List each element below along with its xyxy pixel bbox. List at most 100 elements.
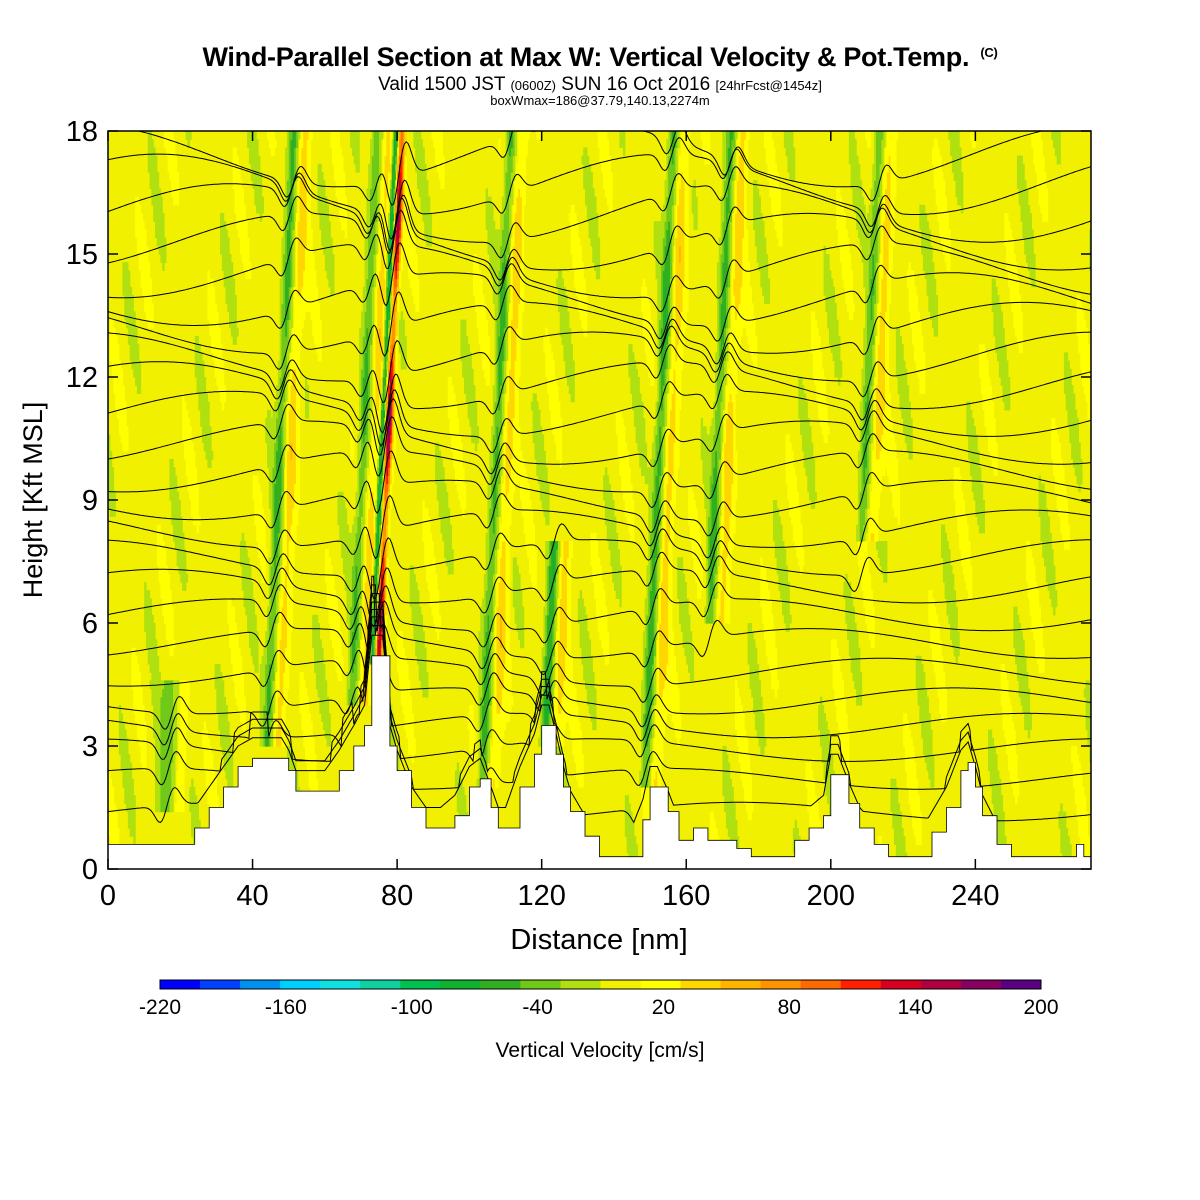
velocity-cell bbox=[1087, 680, 1090, 747]
velocity-cell bbox=[538, 409, 541, 485]
velocity-cell bbox=[386, 254, 389, 271]
velocity-cell bbox=[644, 787, 648, 837]
velocity-cell bbox=[395, 196, 398, 206]
velocity-cell bbox=[995, 442, 998, 476]
velocity-cell bbox=[290, 139, 293, 222]
velocity-cell bbox=[1000, 795, 1004, 862]
velocity-cell bbox=[729, 172, 733, 222]
velocity-cell bbox=[294, 180, 297, 222]
velocity-cell bbox=[671, 327, 675, 394]
velocity-cell bbox=[389, 352, 393, 362]
velocity-cell bbox=[485, 188, 489, 230]
velocity-cell bbox=[870, 188, 873, 230]
velocity-cell bbox=[371, 491, 375, 550]
velocity-cell bbox=[662, 237, 666, 271]
velocity-cell bbox=[700, 418, 704, 460]
velocity-cell bbox=[735, 450, 738, 501]
velocity-cell bbox=[839, 360, 843, 378]
velocity-cell bbox=[438, 131, 442, 181]
velocity-cell bbox=[650, 459, 653, 534]
velocity-cell bbox=[886, 131, 890, 173]
velocity-cell bbox=[494, 229, 498, 403]
velocity-cell bbox=[482, 295, 485, 370]
velocity-cell bbox=[286, 344, 290, 378]
subtitle-date: SUN 16 Oct 2016 bbox=[561, 74, 711, 95]
velocity-cell bbox=[1033, 565, 1036, 640]
velocity-cell bbox=[668, 155, 671, 222]
velocity-cell bbox=[856, 524, 859, 542]
velocity-cell bbox=[182, 532, 185, 591]
velocity-cell bbox=[503, 360, 507, 394]
velocity-cell bbox=[1054, 590, 1058, 608]
theta-contour-line bbox=[108, 601, 1091, 730]
velocity-cell bbox=[843, 696, 846, 763]
velocity-cell bbox=[848, 254, 852, 321]
velocity-cell bbox=[601, 131, 604, 173]
velocity-cell bbox=[870, 278, 873, 321]
velocity-cell bbox=[679, 245, 682, 263]
velocity-cell bbox=[1081, 787, 1085, 862]
velocity-cell bbox=[982, 500, 985, 534]
velocity-cell bbox=[398, 631, 402, 690]
velocity-cell bbox=[1007, 377, 1011, 411]
velocity-cell bbox=[323, 664, 326, 731]
velocity-cell bbox=[791, 450, 794, 526]
velocity-cell bbox=[724, 180, 727, 230]
velocity-cell bbox=[1089, 229, 1091, 271]
velocity-cell bbox=[561, 278, 564, 345]
velocity-cell bbox=[398, 262, 402, 271]
velocity-cell bbox=[868, 442, 872, 485]
velocity-cell bbox=[861, 541, 864, 591]
velocity-cell bbox=[671, 393, 675, 476]
velocity-cell bbox=[1027, 541, 1031, 599]
velocity-cell bbox=[158, 188, 162, 255]
velocity-cell bbox=[753, 639, 756, 714]
velocity-cell bbox=[389, 459, 393, 468]
velocity-cell bbox=[673, 147, 676, 181]
velocity-cell bbox=[659, 319, 662, 427]
velocity-cell bbox=[232, 147, 236, 189]
velocity-cell bbox=[725, 385, 729, 419]
velocity-cell bbox=[662, 426, 666, 468]
velocity-cell bbox=[384, 155, 387, 222]
velocity-cell bbox=[877, 303, 881, 345]
velocity-cell bbox=[545, 467, 548, 526]
velocity-cell bbox=[950, 131, 953, 157]
theta-contour-line bbox=[108, 373, 1091, 453]
velocity-cell bbox=[523, 131, 527, 206]
velocity-cell bbox=[386, 508, 389, 526]
velocity-cell bbox=[552, 655, 555, 698]
velocity-cell bbox=[758, 196, 761, 271]
velocity-cell bbox=[404, 336, 407, 370]
velocity-cell bbox=[388, 286, 391, 312]
velocity-cell bbox=[124, 401, 127, 452]
velocity-cell bbox=[169, 590, 172, 657]
velocity-cell bbox=[281, 491, 284, 534]
velocity-cell bbox=[388, 327, 391, 337]
velocity-cell bbox=[624, 442, 628, 517]
velocity-cell bbox=[277, 434, 281, 534]
velocity-cell bbox=[415, 131, 418, 173]
velocity-cell bbox=[883, 409, 886, 476]
velocity-cell bbox=[268, 557, 272, 616]
velocity-cell bbox=[655, 401, 658, 435]
velocity-cell bbox=[866, 131, 870, 148]
velocity-cell bbox=[456, 418, 460, 493]
velocity-cell bbox=[509, 475, 512, 526]
velocity-cell bbox=[821, 368, 825, 435]
velocity-cell bbox=[653, 598, 657, 657]
velocity-cell bbox=[482, 647, 485, 706]
velocity-cell bbox=[409, 696, 413, 755]
velocity-cell bbox=[209, 426, 212, 468]
velocity-cell bbox=[187, 680, 190, 706]
velocity-cell bbox=[364, 434, 367, 468]
velocity-cell bbox=[162, 541, 165, 616]
velocity-cell bbox=[241, 188, 245, 263]
velocity-cell bbox=[823, 245, 826, 296]
velocity-cell bbox=[595, 541, 599, 616]
velocity-cell bbox=[207, 737, 210, 804]
velocity-cell bbox=[778, 516, 781, 591]
velocity-cell bbox=[357, 434, 360, 517]
velocity-cell bbox=[895, 787, 899, 862]
velocity-cell bbox=[953, 467, 957, 501]
